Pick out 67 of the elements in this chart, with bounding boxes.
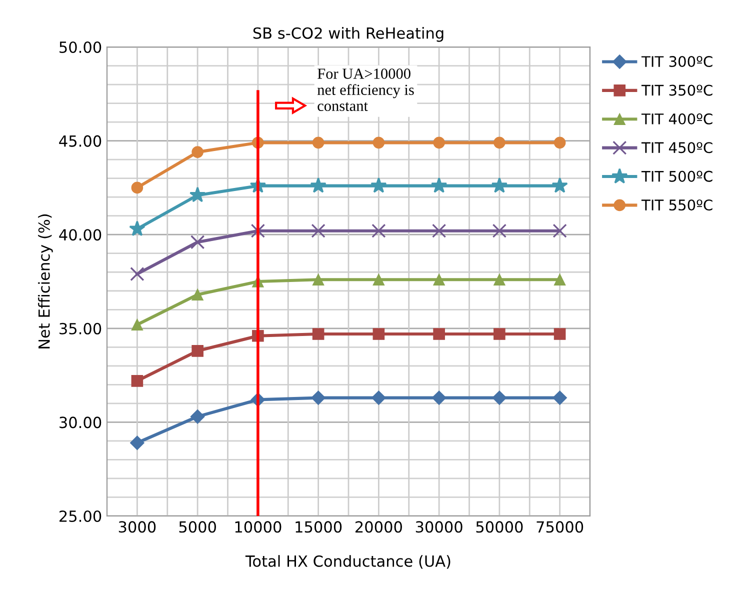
x-tick-label: 50000 [476, 521, 523, 533]
point [554, 136, 566, 149]
point [552, 177, 568, 193]
point [131, 375, 144, 387]
point [494, 136, 506, 149]
point [312, 274, 324, 286]
point [372, 224, 386, 238]
annotation: For UA>10000 net efficiency is constant [317, 68, 414, 112]
x-axis-title: Total HX Conductance (UA) [245, 555, 450, 569]
x-tick-label: 10000 [235, 521, 282, 533]
legend-label: TIT 450ºC [641, 142, 712, 154]
point [372, 136, 385, 149]
y-tick-label: 45.00 [59, 135, 102, 147]
point [494, 328, 506, 340]
point [430, 177, 448, 193]
point [192, 288, 204, 301]
y-tick-label: 35.00 [60, 322, 102, 334]
legend-label: TIT 500ºC [641, 170, 712, 182]
point [552, 390, 568, 406]
point [370, 177, 387, 193]
legend-label: TIT 300ºC [641, 56, 712, 68]
point [492, 224, 507, 238]
y-axis-title: Net Efficiency (%) [38, 214, 53, 348]
y-tick-label: 25.00 [60, 510, 102, 522]
x-tick-label: 15000 [296, 521, 342, 533]
point [189, 186, 206, 202]
y-tick-label: 50.00 [60, 41, 102, 54]
x-tick-label: 20000 [356, 521, 402, 533]
point [492, 390, 507, 406]
x-tick-label: 75000 [536, 521, 584, 533]
legend-label: TIT 550ºC [641, 199, 712, 211]
point [130, 266, 144, 282]
point [552, 224, 567, 238]
point [433, 274, 445, 286]
point [372, 274, 385, 286]
point [192, 345, 204, 357]
point [554, 274, 566, 286]
chart-title: SB s-CO2 with ReHeating [253, 27, 444, 42]
x-tick-label: 5000 [179, 521, 216, 533]
point [432, 390, 446, 406]
point [311, 390, 326, 406]
point [250, 224, 266, 238]
point [310, 177, 326, 193]
point [312, 136, 324, 149]
point [494, 274, 506, 286]
point [554, 328, 566, 340]
point [433, 328, 445, 340]
point [130, 436, 144, 450]
point [190, 409, 205, 424]
legend-label: TIT 400ºC [641, 113, 712, 124]
x-tick-label: 30000 [416, 521, 462, 533]
point [372, 328, 385, 340]
point [131, 318, 144, 331]
point [371, 390, 386, 406]
point [311, 224, 326, 238]
y-tick-label: 30.00 [60, 416, 102, 428]
point [312, 328, 324, 340]
point [433, 136, 445, 149]
point [190, 235, 205, 250]
point [131, 182, 144, 194]
point [491, 177, 508, 193]
y-tick-label: 40.00 [59, 229, 102, 241]
x-tick-label: 3000 [118, 521, 156, 533]
point [129, 220, 146, 236]
legend-label: TIT 350ºC [641, 84, 712, 96]
point [432, 224, 446, 238]
point [192, 146, 204, 158]
